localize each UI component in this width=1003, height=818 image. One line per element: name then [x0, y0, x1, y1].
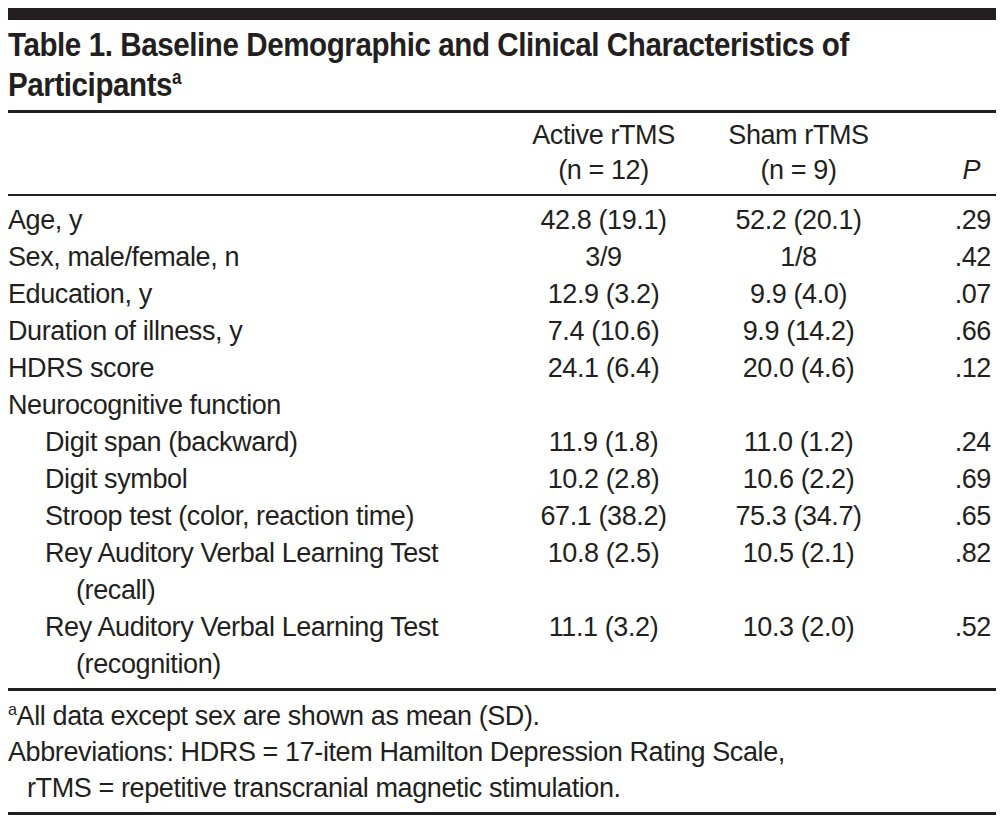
table-row: Digit span (backward) 11.9 (1.8) 11.0 (1…: [8, 424, 996, 461]
header-active-rtms: Active rTMS (n = 12): [506, 113, 701, 195]
active-rtms-value: 11.1 (3.2): [506, 609, 701, 688]
table-row: Rey Auditory Verbal Learning Test (recal…: [8, 535, 996, 609]
top-rule: [8, 8, 996, 20]
header-p-value: P: [896, 113, 996, 195]
footnotes: aAll data except sex are shown as mean (…: [8, 698, 996, 806]
table-body: Age, y 42.8 (19.1) 52.2 (20.1) .29 Sex, …: [8, 195, 996, 688]
row-label: Neurocognitive function: [8, 387, 506, 424]
p-value: .65: [896, 498, 996, 535]
sham-rtms-value: 52.2 (20.1): [701, 195, 896, 239]
sham-rtms-value: 10.5 (2.1): [701, 535, 896, 609]
table-row: Stroop test (color, reaction time) 67.1 …: [8, 498, 996, 535]
header-sham-rtms: Sham rTMS (n = 9): [701, 113, 896, 195]
p-value: .82: [896, 535, 996, 609]
table-row: Duration of illness, y 7.4 (10.6) 9.9 (1…: [8, 313, 996, 350]
active-rtms-value: [506, 387, 701, 424]
sham-rtms-value: 9.9 (14.2): [701, 313, 896, 350]
row-label: Duration of illness, y: [8, 313, 506, 350]
row-label-cell: Education, y: [8, 276, 506, 313]
table-figure: Table 1. Baseline Demographic and Clinic…: [0, 0, 1003, 815]
sham-rtms-value: 10.3 (2.0): [701, 609, 896, 688]
p-value: .66: [896, 313, 996, 350]
footnote-a-text: All data except sex are shown as mean (S…: [17, 701, 540, 731]
table-row: Neurocognitive function: [8, 387, 996, 424]
active-rtms-value: 7.4 (10.6): [506, 313, 701, 350]
row-label-cell: Duration of illness, y: [8, 313, 506, 350]
header-sham-rtms-line1: Sham rTMS: [728, 120, 868, 150]
p-value: .42: [896, 239, 996, 276]
p-value: .29: [896, 195, 996, 239]
row-label-continuation: (recognition): [8, 646, 506, 683]
table-header: Active rTMS (n = 12) Sham rTMS (n = 9) P: [8, 113, 996, 195]
p-value: [896, 387, 996, 424]
sham-rtms-value: 10.6 (2.2): [701, 461, 896, 498]
row-label: Age, y: [8, 202, 506, 239]
row-label: HDRS score: [8, 350, 506, 387]
header-sham-rtms-line2: (n = 9): [761, 155, 837, 185]
row-label-cell: Sex, male/female, n: [8, 239, 506, 276]
row-label-cell: Stroop test (color, reaction time): [8, 498, 506, 535]
body-bottom-rule: [8, 688, 996, 691]
row-label: Sex, male/female, n: [8, 239, 506, 276]
table-row: Rey Auditory Verbal Learning Test (recog…: [8, 609, 996, 688]
sham-rtms-value: 20.0 (4.6): [701, 350, 896, 387]
active-rtms-value: 24.1 (6.4): [506, 350, 701, 387]
p-value: .52: [896, 609, 996, 688]
row-label: Stroop test (color, reaction time): [8, 498, 506, 535]
row-label-cell: Rey Auditory Verbal Learning Test (recog…: [8, 609, 506, 688]
row-label: Digit symbol: [8, 461, 506, 498]
footnote-a-marker: a: [8, 700, 17, 718]
header-spacer: [8, 113, 506, 195]
p-value: .69: [896, 461, 996, 498]
table-row: Education, y 12.9 (3.2) 9.9 (4.0) .07: [8, 276, 996, 313]
sham-rtms-value: [701, 387, 896, 424]
row-label-cell: Age, y: [8, 195, 506, 239]
row-label: Education, y: [8, 276, 506, 313]
table-title-line1: Table 1. Baseline Demographic and Clinic…: [8, 24, 868, 64]
header-active-rtms-line1: Active rTMS: [532, 120, 675, 150]
header-row: Active rTMS (n = 12) Sham rTMS (n = 9) P: [8, 113, 996, 195]
table-title-footnote-marker: a: [172, 66, 181, 88]
active-rtms-value: 67.1 (38.2): [506, 498, 701, 535]
active-rtms-value: 3/9: [506, 239, 701, 276]
active-rtms-value: 10.8 (2.5): [506, 535, 701, 609]
header-active-rtms-line2: (n = 12): [558, 155, 649, 185]
table-row: Sex, male/female, n 3/9 1/8 .42: [8, 239, 996, 276]
table-row: Age, y 42.8 (19.1) 52.2 (20.1) .29: [8, 195, 996, 239]
row-label: Digit span (backward): [8, 424, 506, 461]
row-label-cell: Neurocognitive function: [8, 387, 506, 424]
row-label-cell: Rey Auditory Verbal Learning Test (recal…: [8, 535, 506, 609]
footnote-abbreviations-line2: rTMS = repetitive transcranial magnetic …: [8, 770, 996, 806]
sham-rtms-value: 75.3 (34.7): [701, 498, 896, 535]
sham-rtms-value: 9.9 (4.0): [701, 276, 896, 313]
table-row: HDRS score 24.1 (6.4) 20.0 (4.6) .12: [8, 350, 996, 387]
active-rtms-value: 12.9 (3.2): [506, 276, 701, 313]
row-label-cell: Digit span (backward): [8, 424, 506, 461]
table-title-line2: Participantsa: [8, 64, 868, 104]
sham-rtms-value: 1/8: [701, 239, 896, 276]
p-value: .24: [896, 424, 996, 461]
row-label: Rey Auditory Verbal Learning Test: [8, 609, 506, 646]
active-rtms-value: 10.2 (2.8): [506, 461, 701, 498]
row-label-continuation: (recall): [8, 572, 506, 609]
footnote-a: aAll data except sex are shown as mean (…: [8, 698, 996, 734]
sham-rtms-value: 11.0 (1.2): [701, 424, 896, 461]
p-value: .12: [896, 350, 996, 387]
demographics-table: Active rTMS (n = 12) Sham rTMS (n = 9) P…: [8, 113, 996, 688]
active-rtms-value: 11.9 (1.8): [506, 424, 701, 461]
footnote-abbreviations-line1: Abbreviations: HDRS = 17-item Hamilton D…: [8, 734, 996, 770]
p-value: .07: [896, 276, 996, 313]
row-label-cell: HDRS score: [8, 350, 506, 387]
table-title-line2-text: Participants: [8, 65, 172, 103]
row-label-cell: Digit symbol: [8, 461, 506, 498]
table-title: Table 1. Baseline Demographic and Clinic…: [8, 24, 996, 104]
active-rtms-value: 42.8 (19.1): [506, 195, 701, 239]
table-row: Digit symbol 10.2 (2.8) 10.6 (2.2) .69: [8, 461, 996, 498]
row-label: Rey Auditory Verbal Learning Test: [8, 535, 506, 572]
bottom-rule: [8, 812, 996, 815]
